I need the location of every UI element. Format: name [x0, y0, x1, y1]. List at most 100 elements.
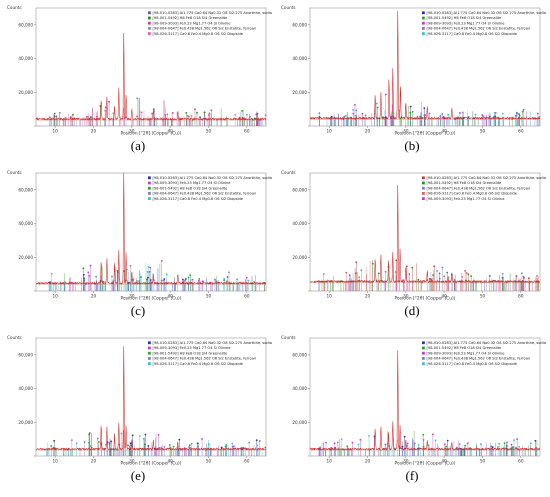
reference-marker [69, 116, 72, 119]
reference-marker [136, 115, 138, 118]
legend-swatch [422, 192, 425, 195]
reference-marker [325, 441, 327, 444]
reference-marker [191, 278, 194, 281]
x-tick-label: 10 [326, 129, 332, 134]
y-axis-label: Counts [7, 170, 22, 175]
reference-marker [376, 106, 379, 109]
reference-marker [518, 445, 521, 448]
x-tick-label: 60 [244, 294, 250, 299]
x-tick-label: 20 [91, 459, 97, 464]
reference-marker [248, 441, 251, 444]
y-tick-label: 40,000 [292, 56, 307, 61]
reference-marker [196, 111, 198, 114]
legend-swatch [148, 197, 151, 200]
reference-marker [64, 116, 67, 119]
reference-marker [318, 112, 321, 114]
legend: [98-010-0283] Al1.775 Ca0.64 Na0.32 O8 S… [148, 341, 272, 366]
reference-marker [203, 111, 206, 114]
reference-marker [184, 278, 187, 280]
legend-entry: [98-001-5492] H8 Fe8 O18 Si4 Greenalite [153, 351, 229, 355]
reference-marker [104, 106, 107, 109]
reference-marker [520, 272, 523, 275]
legend-swatch [148, 362, 151, 365]
measured-pattern-line [309, 10, 541, 121]
reference-marker [144, 433, 147, 436]
reference-marker [391, 115, 394, 118]
reference-marker [160, 260, 163, 262]
reference-marker [384, 270, 387, 273]
reference-marker [95, 275, 98, 278]
plot-frame [309, 337, 541, 457]
reference-marker [514, 114, 517, 117]
x-tick-label: 60 [244, 459, 250, 464]
reference-marker [536, 275, 538, 277]
legend-swatch [148, 176, 151, 180]
reference-marker [423, 114, 426, 116]
reference-marker [88, 274, 91, 277]
reference-marker [129, 442, 132, 445]
y-tick-label: 20,000 [18, 420, 33, 425]
reference-marker [171, 111, 174, 114]
reference-marker [498, 442, 500, 445]
reference-marker [87, 115, 89, 118]
x-tick-label: 10 [326, 294, 332, 299]
reference-marker [149, 266, 152, 269]
reference-marker [333, 442, 336, 445]
chart-panel-c: Counts 20,000 40,000 60,000 10 20 30 40 50 60 Posi… [4, 167, 272, 318]
reference-marker [364, 114, 367, 117]
reference-marker [355, 109, 358, 112]
reference-marker [264, 446, 267, 449]
reference-marker [85, 115, 88, 118]
reference-marker [249, 115, 252, 118]
reference-marker [467, 273, 470, 276]
reference-marker [518, 113, 521, 116]
legend-entry: [98-009-3093] Fe0.23 Mg1.77 O4 Si Olivin… [427, 21, 506, 25]
legend-entry: [98-010-0283] Al1.775 Ca0.64 Na0.32 O8 S… [427, 176, 547, 180]
reference-marker [439, 115, 442, 117]
reference-marker [510, 443, 513, 446]
reference-marker [183, 279, 186, 282]
x-tick-label: 50 [206, 129, 212, 134]
legend: [98-010-0283] Al1.775 Ca0.64 Na0.32 O8 S… [422, 11, 546, 36]
reference-marker [357, 443, 360, 446]
reference-marker [166, 113, 169, 116]
reference-marker [420, 280, 422, 282]
legend-swatch [422, 11, 425, 15]
y-tick-label: 40,000 [292, 386, 307, 391]
x-tick-label: 20 [91, 129, 97, 134]
legend-swatch [422, 197, 425, 200]
xrd-chart-e: Counts 20,000 40,000 60,000 10 20 30 40 50 60 Posi… [7, 335, 272, 466]
reference-marker [458, 443, 461, 446]
y-axis-label: Counts [281, 335, 296, 340]
legend-swatch [148, 181, 151, 185]
reference-marker [83, 441, 86, 443]
legend-swatch [148, 341, 151, 345]
legend-entry: [98-009-3093] Fe0.23 Mg1.77 O4 Si Olivin… [153, 346, 232, 350]
xrd-chart-b: Counts 20,000 40,000 60,000 10 20 30 40 50 60 Posi… [281, 5, 546, 136]
measured-pattern-line [35, 346, 267, 452]
reference-marker [501, 272, 504, 275]
legend-swatch [422, 21, 425, 25]
legend-entry: [98-004-0647] Fe0.438 Mg1.562 O6 Si2 Ens… [153, 357, 257, 361]
reference-marker [441, 113, 444, 115]
x-axis-label: Position [°2θ] (Copper (Cu)) [395, 461, 456, 467]
reference-marker [464, 269, 467, 272]
reference-marker [411, 266, 414, 269]
reference-marker [438, 272, 441, 275]
x-tick-label: 50 [206, 459, 212, 464]
legend-swatch [148, 357, 151, 360]
reference-marker [132, 279, 135, 281]
reference-marker [470, 275, 473, 278]
panel-caption: (c) [130, 303, 146, 318]
legend-entry: [98-004-0647] Fe0.438 Mg1.562 O6 Si2 Ens… [153, 192, 257, 196]
reference-marker [102, 280, 105, 283]
y-tick-label: 60,000 [18, 352, 33, 357]
reference-marker [446, 271, 449, 274]
reference-marker [377, 272, 380, 275]
legend-entry: [98-004-0647] Fe0.438 Mg1.562 O6 Si2 Ens… [427, 186, 531, 190]
reference-marker [50, 272, 53, 275]
reference-marker [359, 438, 362, 441]
reference-marker [140, 276, 142, 278]
legend-swatch [148, 186, 151, 190]
reference-marker [501, 276, 504, 279]
